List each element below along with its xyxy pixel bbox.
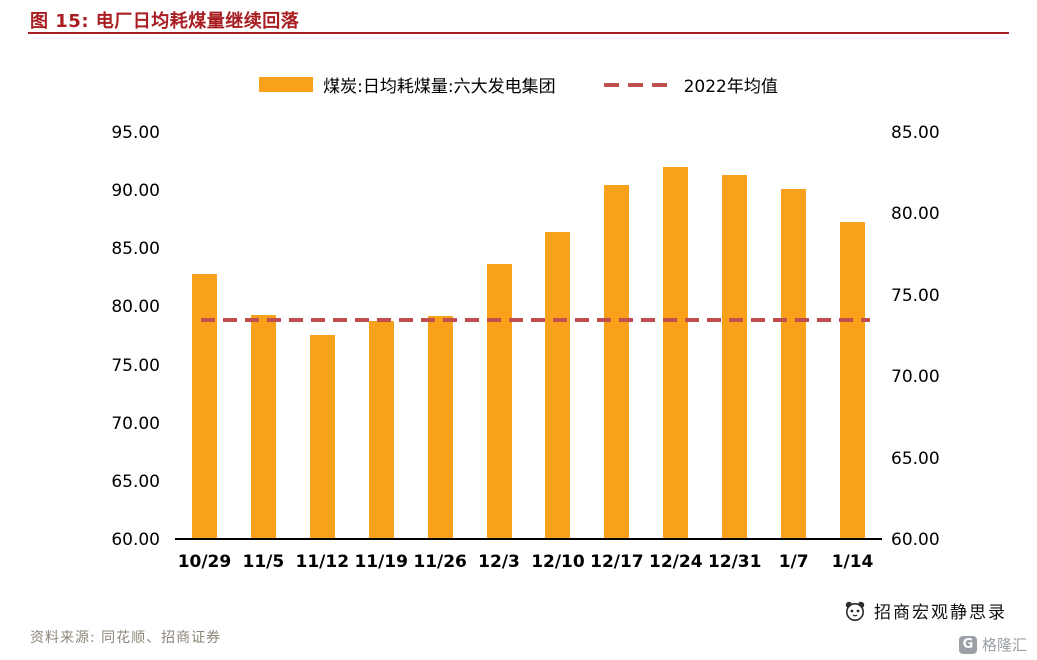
- figure-title: 图 15: 电厂日均耗煤量继续回落: [30, 11, 300, 32]
- x-axis-tick: 12/31: [707, 552, 762, 572]
- right-axis-tick: 65.00: [891, 448, 940, 469]
- left-axis-tick: 75.00: [111, 355, 160, 376]
- bar-12/24: [663, 167, 689, 538]
- bar-1/14: [840, 221, 866, 538]
- left-axis-tick: 70.00: [111, 413, 160, 434]
- x-axis-tick: 11/19: [354, 552, 408, 572]
- left-axis-tick: 80.00: [111, 297, 160, 318]
- x-axis-tick: 11/26: [413, 552, 467, 572]
- x-axis-tick: 10/29: [177, 552, 232, 572]
- plot-area: [175, 133, 882, 540]
- watermark-text: 招商宏观静思录: [874, 603, 1007, 623]
- title-divider: [28, 32, 1009, 34]
- bar-11/19: [368, 320, 394, 538]
- x-axis-tick: 12/10: [531, 552, 585, 572]
- right-axis-tick: 75.00: [891, 285, 940, 306]
- bar-12/17: [604, 184, 630, 538]
- right-axis-labels: 85.00 80.00 75.00 70.00 65.00 60.00: [891, 123, 991, 550]
- legend-dash-swatch-icon: [603, 82, 674, 87]
- x-axis-tick: 11/12: [295, 552, 350, 572]
- right-axis-tick: 70.00: [891, 367, 940, 388]
- legend-bar-swatch-icon: [259, 77, 314, 92]
- right-axis-tick: 80.00: [891, 204, 940, 225]
- left-axis-tick: 85.00: [111, 239, 160, 260]
- bar-1/7: [781, 189, 807, 538]
- chart-legend: 煤炭:日均耗煤量:六大发电集团 2022年均值: [0, 72, 1037, 97]
- source-note: 资料来源: 同花顺、招商证券: [30, 630, 222, 646]
- bar-12/10: [545, 232, 571, 538]
- gelonghui-logo-text: 格隆汇: [981, 636, 1027, 654]
- bar-12/31: [722, 175, 748, 538]
- legend-bar-label: 煤炭:日均耗煤量:六大发电集团: [323, 77, 556, 97]
- x-axis-tick: 12/24: [649, 552, 703, 572]
- watermark-panda-icon: [845, 601, 865, 621]
- x-axis-labels: 10/29 11/5 11/12 11/19 11/26 12/3 12/10 12/17 12…: [175, 552, 882, 578]
- bar-10/29: [191, 274, 217, 538]
- x-axis-tick: 12/3: [478, 552, 520, 572]
- gelonghui-badge-icon: G: [958, 635, 977, 654]
- left-axis-tick: 65.00: [111, 471, 160, 492]
- legend-item-average: 2022年均值: [603, 72, 778, 97]
- bar-11/12: [309, 334, 335, 538]
- left-axis-tick: 95.00: [111, 123, 160, 143]
- bar-11/26: [427, 315, 453, 538]
- left-axis-tick: 60.00: [111, 530, 160, 550]
- average-dashed-line: [201, 318, 870, 323]
- gelonghui-logo: G 格隆汇: [958, 634, 1027, 655]
- x-axis-tick: 1/7: [778, 552, 809, 572]
- left-axis-tick: 90.00: [111, 181, 160, 202]
- right-axis-tick: 85.00: [891, 123, 940, 143]
- x-axis-tick: 12/17: [590, 552, 644, 572]
- right-axis-tick: 60.00: [891, 530, 940, 550]
- x-axis-tick: 1/14: [831, 552, 874, 572]
- legend-item-bars: 煤炭:日均耗煤量:六大发电集团: [259, 72, 556, 97]
- bar-12/3: [486, 263, 512, 538]
- watermark: 招商宏观静思录: [844, 598, 1007, 623]
- left-axis-labels: 95.00 90.00 85.00 80.00 75.00 70.00 65.00 60.00: [55, 123, 160, 550]
- x-axis-tick: 11/5: [242, 552, 285, 572]
- legend-dash-label: 2022年均值: [683, 77, 778, 97]
- bar-11/5: [250, 314, 276, 538]
